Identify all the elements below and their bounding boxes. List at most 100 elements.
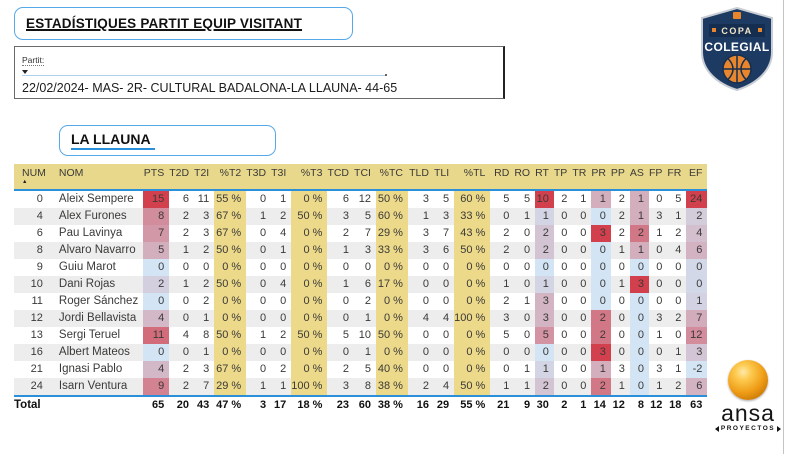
stat-cell: 4 xyxy=(686,225,708,242)
stat-cell: 0 xyxy=(342,295,350,307)
stat-cell: 33 % xyxy=(375,242,408,259)
total-stat-cell: 18 xyxy=(667,395,687,414)
total-stat-cell: 29 xyxy=(433,395,455,414)
col-header-rd[interactable]: RD xyxy=(490,164,515,191)
sort-ascending-icon[interactable]: ▲ xyxy=(22,179,28,185)
stat-cell: 1 xyxy=(523,363,531,375)
stat-cell: 5 xyxy=(342,329,350,341)
stat-cell: 1 xyxy=(535,361,554,378)
stat-cell: 1 xyxy=(591,361,611,378)
stat-cell: 0 xyxy=(535,259,554,276)
stat-cell: 2 xyxy=(535,242,554,259)
stat-cell: 3 xyxy=(535,293,554,310)
stat-cell: 0 xyxy=(580,227,587,239)
player-name: Sergi Teruel xyxy=(58,329,121,341)
slicer-selected-value[interactable]: 22/02/2024- MAS- 2R- CULTURAL BADALONA-L… xyxy=(22,81,398,95)
col-header-t2[interactable]: %T2 xyxy=(214,164,247,191)
stat-cell: 0 xyxy=(629,344,649,361)
ansa-sphere-icon xyxy=(728,360,768,400)
col-header-tp[interactable]: TP xyxy=(553,164,573,191)
col-header-pr[interactable]: PR xyxy=(591,164,611,191)
col-header-nom[interactable]: NOM xyxy=(50,164,144,191)
total-stat-cell: 63 xyxy=(686,395,708,414)
total-stat-cell: 43 xyxy=(194,395,215,414)
col-header-num[interactable]: NUM ▲ xyxy=(14,164,51,191)
col-header-fp[interactable]: FP xyxy=(648,164,668,191)
player-row: 13 Sergi Teruel 11 4 8 50 % 1 2 50 % 5 10 50 % 0 0 0 %… xyxy=(14,327,708,344)
col-header-tcd[interactable]: TCD xyxy=(327,164,355,191)
col-header-rt[interactable]: RT xyxy=(535,164,554,191)
dropdown-arrow-icon[interactable] xyxy=(22,70,28,74)
stat-cell: 0 xyxy=(591,293,611,310)
col-header-fr[interactable]: FR xyxy=(667,164,687,191)
stat-cell: 6 xyxy=(443,244,450,256)
col-header-t2d[interactable]: T2D xyxy=(169,164,195,191)
stat-cell: 3 xyxy=(342,380,350,392)
col-header-tli[interactable]: TLI xyxy=(433,164,455,191)
player-number: 9 xyxy=(36,261,43,273)
player-name: Ignasi Pablo xyxy=(58,363,123,375)
stat-cell: 3 xyxy=(629,276,649,293)
stat-cell: 0 xyxy=(561,278,568,290)
stat-cell: 0 xyxy=(342,312,350,324)
stat-cell: 0 xyxy=(656,295,663,307)
ansa-logo-text: ansa xyxy=(721,400,775,426)
stat-cell: 0 xyxy=(618,261,625,273)
player-name: Guiu Marot xyxy=(58,261,116,273)
total-stat-cell: 47 % xyxy=(214,395,247,414)
col-header-tl[interactable]: %TL xyxy=(454,164,491,191)
total-stat-cell: 60 xyxy=(354,395,376,414)
stat-cell: 1 xyxy=(618,244,625,256)
col-header-tc[interactable]: %TC xyxy=(375,164,408,191)
stat-cell: 0 % xyxy=(454,276,491,293)
col-header-tci[interactable]: TCI xyxy=(354,164,376,191)
col-header-as[interactable]: AS xyxy=(629,164,649,191)
stat-cell: 1 xyxy=(422,210,429,222)
col-header-t2i[interactable]: T2I xyxy=(194,164,215,191)
stat-cell: 50 % xyxy=(454,378,491,396)
stat-cell: 3 xyxy=(422,193,429,205)
stat-cell: 10 xyxy=(535,190,554,208)
stat-cell: 0 xyxy=(629,361,649,378)
stat-cell: 0 % xyxy=(375,293,408,310)
stat-cell: 0 % xyxy=(291,344,328,361)
col-header-t3[interactable]: %T3 xyxy=(291,164,328,191)
stat-cell: 1 xyxy=(203,312,210,324)
stat-cell: 0 xyxy=(580,210,587,222)
col-header-t3i[interactable]: T3I xyxy=(271,164,292,191)
stat-cell: 0 xyxy=(503,346,510,358)
stat-cell: 2 xyxy=(280,329,287,341)
stat-cell: 2 xyxy=(182,380,190,392)
stat-cell: 0 xyxy=(259,312,267,324)
col-header-ro[interactable]: RO xyxy=(514,164,536,191)
col-header-t3d[interactable]: T3D xyxy=(246,164,272,191)
stat-cell: 0 xyxy=(675,329,682,341)
stat-cell: 0 % xyxy=(214,259,247,276)
stat-cell: 1 xyxy=(675,210,682,222)
stat-cell: 3 xyxy=(656,363,663,375)
partit-slicer[interactable]: Partit: 22/02/2024- MAS- 2R- CULTURAL BA… xyxy=(14,46,505,99)
stat-cell: 0 xyxy=(686,276,708,293)
player-number: 12 xyxy=(30,312,43,324)
col-header-tr[interactable]: TR xyxy=(572,164,592,191)
stat-cell: 0 xyxy=(523,346,531,358)
stat-cell: 0 xyxy=(618,312,625,324)
stat-cell: 0 xyxy=(656,346,663,358)
stat-cell: 0 xyxy=(561,295,568,307)
player-name: Jordi Bellavista xyxy=(58,312,137,324)
stat-cell: 67 % xyxy=(214,361,247,378)
col-header-pts[interactable]: PTS xyxy=(143,164,170,191)
col-header-ef[interactable]: EF xyxy=(686,164,708,191)
stat-cell: 0 xyxy=(143,293,170,310)
stat-cell: 0 xyxy=(561,312,568,324)
col-header-pp[interactable]: PP xyxy=(610,164,630,191)
stat-cell: 0 xyxy=(591,208,611,225)
player-row: 4 Alex Furones 8 2 3 67 % 1 2 50 % 3 5 60 % 1 3 33 % 0 1… xyxy=(14,208,708,225)
stat-cell: 12 xyxy=(358,193,371,205)
stat-cell: 1 xyxy=(629,242,649,259)
stat-cell: 0 % xyxy=(291,293,328,310)
stat-cell: 0 % xyxy=(454,361,491,378)
stat-cell: 0 xyxy=(656,244,663,256)
col-header-tld[interactable]: TLD xyxy=(407,164,434,191)
